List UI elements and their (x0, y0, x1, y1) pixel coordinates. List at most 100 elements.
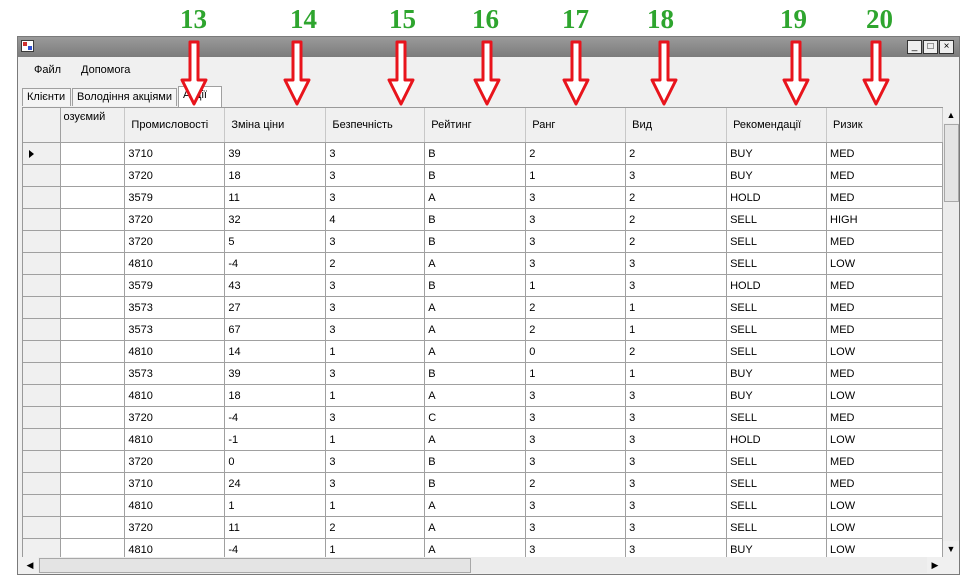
table-cell[interactable]: 3 (625, 494, 728, 517)
minimize-button[interactable]: _ (907, 40, 922, 54)
table-row[interactable]: 3720 5 3 B 3 2 SELL MED (23, 230, 943, 253)
table-cell[interactable]: A (424, 494, 527, 517)
table-cell[interactable]: 2 (325, 252, 426, 275)
table-cell[interactable]: BUY (726, 384, 828, 407)
table-cell[interactable]: SELL (726, 318, 828, 341)
table-cell[interactable] (60, 362, 126, 385)
table-cell[interactable]: B (424, 450, 527, 473)
horizontal-scrollbar[interactable]: ◀ ▶ (22, 557, 943, 573)
table-row[interactable]: 3710 24 3 B 2 3 SELL MED (23, 472, 943, 495)
table-cell[interactable]: 3 (325, 318, 426, 341)
table-cell[interactable]: 3579 (124, 274, 226, 297)
row-header-cell[interactable] (23, 230, 62, 253)
column-header-5[interactable]: Ранг (525, 108, 627, 143)
table-cell[interactable]: BUY (726, 538, 828, 557)
table-cell[interactable]: 3 (625, 384, 728, 407)
table-cell[interactable]: 18 (224, 164, 327, 187)
table-cell[interactable] (60, 516, 126, 539)
close-button[interactable]: × (939, 40, 954, 54)
table-cell[interactable]: 2 (525, 296, 627, 319)
row-header-cell[interactable] (23, 340, 62, 363)
table-cell[interactable]: MED (826, 164, 943, 187)
table-cell[interactable]: B (424, 208, 527, 231)
table-cell[interactable]: LOW (826, 494, 943, 517)
table-cell[interactable]: 39 (224, 142, 327, 165)
scroll-down-button[interactable]: ▼ (943, 541, 959, 557)
row-header-cell[interactable] (23, 186, 62, 209)
row-header-cell[interactable] (23, 252, 62, 275)
table-cell[interactable]: LOW (826, 340, 943, 363)
table-cell[interactable]: LOW (826, 384, 943, 407)
row-header-cell[interactable] (23, 472, 62, 495)
table-cell[interactable]: 11 (224, 516, 327, 539)
table-cell[interactable]: SELL (726, 516, 828, 539)
table-cell[interactable]: 3 (625, 428, 728, 451)
table-cell[interactable]: 4810 (124, 428, 226, 451)
table-row[interactable]: 3720 0 3 B 3 3 SELL MED (23, 450, 943, 473)
table-cell[interactable]: 3 (625, 406, 728, 429)
row-header-cell[interactable] (23, 450, 62, 473)
table-cell[interactable]: 1 (625, 362, 728, 385)
table-cell[interactable]: B (424, 472, 527, 495)
table-cell[interactable]: 3 (625, 252, 728, 275)
table-cell[interactable]: 4810 (124, 252, 226, 275)
row-header-cell[interactable] (23, 296, 62, 319)
table-row[interactable]: 4810 -4 2 A 3 3 SELL LOW (23, 252, 943, 275)
table-cell[interactable]: -4 (224, 538, 327, 557)
menu-help[interactable]: Допомога (81, 64, 131, 76)
table-cell[interactable]: B (424, 274, 527, 297)
table-cell[interactable]: MED (826, 362, 943, 385)
table-cell[interactable]: -1 (224, 428, 327, 451)
tab-clients[interactable]: Клієнти (22, 88, 71, 106)
table-cell[interactable]: 3720 (124, 450, 226, 473)
table-cell[interactable]: SELL (726, 208, 828, 231)
table-cell[interactable]: 3 (525, 494, 627, 517)
table-cell[interactable]: 2 (625, 186, 728, 209)
table-cell[interactable] (60, 142, 126, 165)
table-cell[interactable]: 4810 (124, 494, 226, 517)
table-cell[interactable]: 67 (224, 318, 327, 341)
column-header-6[interactable]: Вид (625, 108, 728, 143)
table-row[interactable]: 3720 18 3 B 1 3 BUY MED (23, 164, 943, 187)
table-cell[interactable]: 3710 (124, 472, 226, 495)
table-cell[interactable]: SELL (726, 252, 828, 275)
table-cell[interactable]: A (424, 384, 527, 407)
table-cell[interactable]: A (424, 186, 527, 209)
table-cell[interactable]: BUY (726, 362, 828, 385)
table-cell[interactable]: B (424, 230, 527, 253)
table-cell[interactable]: 3 (325, 230, 426, 253)
table-cell[interactable]: LOW (826, 538, 943, 557)
table-cell[interactable]: MED (826, 186, 943, 209)
table-cell[interactable] (60, 186, 126, 209)
column-header-1[interactable]: Промисловості (124, 108, 226, 143)
table-cell[interactable]: HIGH (826, 208, 943, 231)
vertical-scroll-thumb[interactable] (944, 124, 959, 202)
table-cell[interactable]: 2 (525, 318, 627, 341)
table-cell[interactable]: LOW (826, 428, 943, 451)
table-cell[interactable]: MED (826, 142, 943, 165)
table-cell[interactable]: 3 (525, 186, 627, 209)
table-cell[interactable]: 3 (525, 516, 627, 539)
table-cell[interactable]: 3 (325, 186, 426, 209)
table-cell[interactable]: SELL (726, 230, 828, 253)
table-cell[interactable]: -4 (224, 252, 327, 275)
tab-stocks[interactable]: Акції (178, 86, 222, 107)
scroll-left-button[interactable]: ◀ (22, 557, 38, 573)
table-row[interactable]: 3710 39 3 B 2 2 BUY MED (23, 142, 943, 165)
table-cell[interactable]: 4810 (124, 340, 226, 363)
row-header-cell[interactable] (23, 318, 62, 341)
table-row[interactable]: 3720 32 4 B 3 2 SELL HIGH (23, 208, 943, 231)
table-cell[interactable]: 3 (325, 164, 426, 187)
table-cell[interactable]: 3 (625, 450, 728, 473)
table-cell[interactable]: HOLD (726, 274, 828, 297)
table-cell[interactable]: A (424, 516, 527, 539)
column-header-4[interactable]: Рейтинг (424, 108, 527, 143)
table-cell[interactable] (60, 296, 126, 319)
table-cell[interactable]: A (424, 428, 527, 451)
scroll-right-button[interactable]: ▶ (927, 557, 943, 573)
menu-file[interactable]: Файл (34, 64, 62, 76)
table-cell[interactable]: 3 (525, 252, 627, 275)
table-cell[interactable]: 2 (625, 208, 728, 231)
column-header-3[interactable]: Безпечність (325, 108, 426, 143)
table-cell[interactable]: BUY (726, 142, 828, 165)
